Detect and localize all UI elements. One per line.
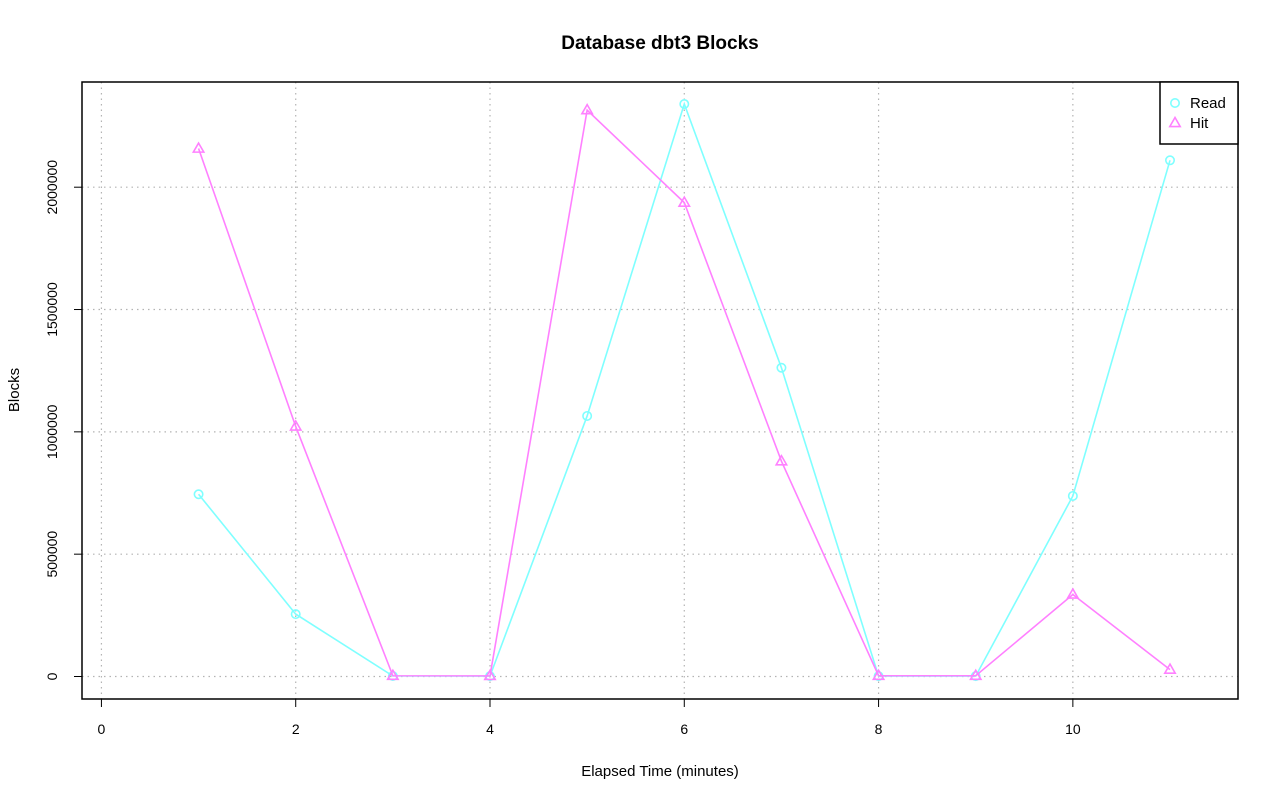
y-axis-label: Blocks xyxy=(6,368,23,412)
point-read xyxy=(582,410,593,421)
x-tick-label: 6 xyxy=(680,721,688,737)
point-read xyxy=(193,489,204,500)
point-hit xyxy=(1066,587,1080,599)
y-tick-label: 2000000 xyxy=(44,160,60,215)
series-line-read xyxy=(197,101,1171,677)
point-hit xyxy=(677,195,691,207)
series-hit xyxy=(191,103,1177,681)
point-read xyxy=(776,362,787,373)
point-hit xyxy=(1163,662,1177,675)
point-hit xyxy=(774,454,789,466)
grid xyxy=(82,82,1238,699)
series-line-hit xyxy=(197,108,1171,677)
x-axis-label: Elapsed Time (minutes) xyxy=(581,763,739,780)
x-tick-label: 4 xyxy=(486,721,494,737)
y-tick-label: 0 xyxy=(44,672,60,680)
y-tick-label: 500000 xyxy=(44,531,60,578)
legend-marker-hit xyxy=(1168,115,1182,128)
point-read xyxy=(1165,155,1176,166)
legend-box xyxy=(1159,81,1239,145)
x-tick-label: 8 xyxy=(875,721,883,737)
point-read xyxy=(1067,490,1078,501)
point-hit xyxy=(871,668,886,681)
x-tick-label: 10 xyxy=(1065,721,1081,737)
point-hit xyxy=(580,103,594,115)
legend-label-hit: Hit xyxy=(1190,115,1209,132)
x-tick-label: 0 xyxy=(98,721,106,737)
y-tick-label: 1500000 xyxy=(44,282,60,337)
point-hit xyxy=(969,668,983,681)
point-hit xyxy=(483,668,497,681)
point-hit xyxy=(386,668,400,681)
series-layer xyxy=(191,99,1177,682)
point-hit xyxy=(289,419,303,431)
legend-marker-read xyxy=(1170,98,1181,109)
x-tick-label: 2 xyxy=(292,721,300,737)
plot-frame xyxy=(81,81,1239,700)
ticks: 0 2 4 6 8 10 0 500000 1000000 1500000 2000000 xyxy=(44,160,1081,737)
chart-title: Database dbt3 Blocks xyxy=(561,33,758,54)
legend-label-read: Read xyxy=(1190,95,1226,112)
point-hit xyxy=(191,141,206,153)
point-read xyxy=(679,99,690,110)
legend: Read Hit xyxy=(1159,81,1239,145)
y-tick-label: 1000000 xyxy=(44,404,60,459)
point-read xyxy=(290,609,301,620)
